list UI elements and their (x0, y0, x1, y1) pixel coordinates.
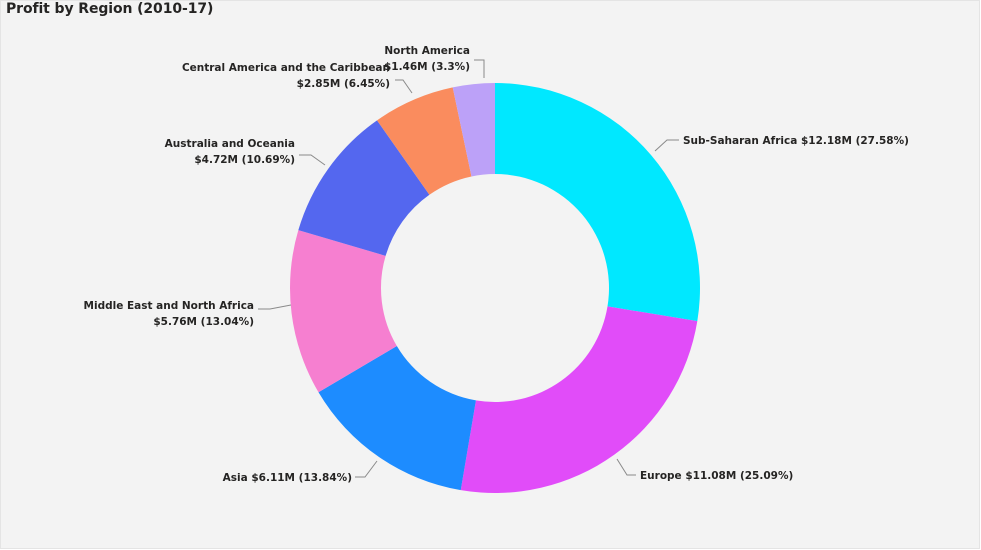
leader-line-sub-saharan-africa (654, 139, 679, 152)
slice-europe[interactable] (460, 306, 698, 493)
leader-line-north-america (474, 59, 485, 78)
slice-australia-and-oceania[interactable] (298, 120, 430, 256)
slice-central-america-and-the-caribbean[interactable] (377, 87, 472, 195)
data-label-australia-and-oceania: Australia and Oceania $4.72M (10.69%) (165, 138, 295, 166)
leader-line-central-america-and-the-caribbean (395, 79, 413, 94)
data-label-sub-saharan-africa: Sub-Saharan Africa $12.18M (27.58%) (683, 135, 909, 147)
data-label-asia: Asia $6.11M (13.84%) (223, 472, 352, 484)
slice-sub-saharan-africa[interactable] (495, 83, 700, 322)
leader-line-middle-east-and-north-africa (258, 304, 292, 310)
leader-line-europe (616, 458, 636, 476)
data-label-middle-east-and-north-africa: Middle East and North Africa $5.76M (13.0… (84, 300, 254, 328)
slice-middle-east-and-north-africa[interactable] (289, 230, 397, 393)
slice-asia[interactable] (318, 345, 476, 491)
leader-line-australia-and-oceania (299, 154, 326, 166)
chart-title: Profit by Region (2010-17) (6, 1, 214, 17)
leader-line-asia (355, 460, 378, 478)
data-label-north-america: North America $1.46M (3.3%) (384, 45, 470, 73)
data-label-central-america-and-the-caribbean: Central America and the Caribbean $2.85M … (182, 62, 390, 90)
data-label-europe: Europe $11.08M (25.09%) (640, 470, 793, 482)
slice-north-america[interactable] (452, 83, 495, 177)
